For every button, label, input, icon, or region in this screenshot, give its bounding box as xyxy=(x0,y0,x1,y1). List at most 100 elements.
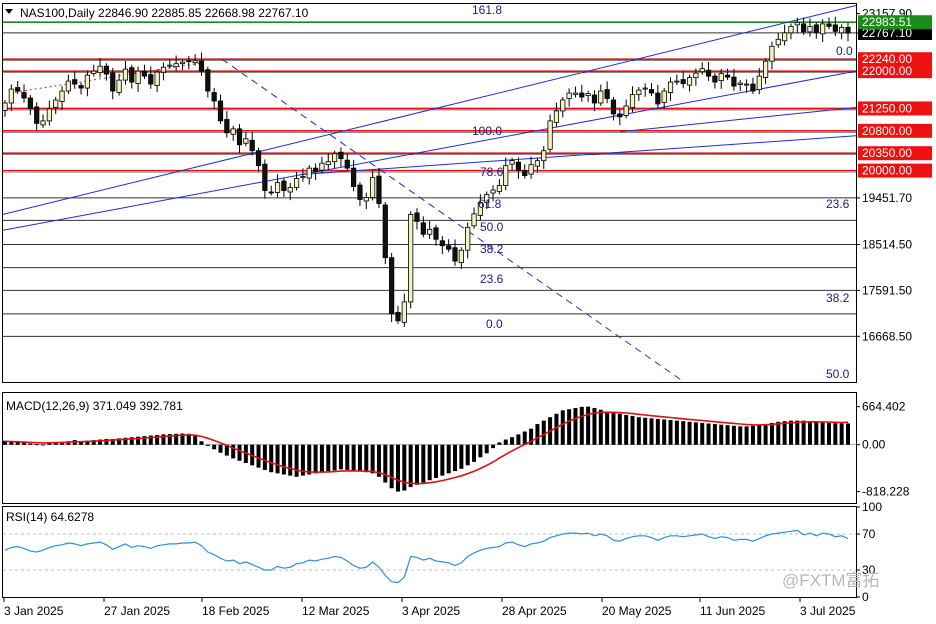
macd-bar[interactable] xyxy=(357,444,362,472)
macd-bar[interactable] xyxy=(383,444,388,483)
macd-bar[interactable] xyxy=(9,441,14,445)
channel-mid-line[interactable] xyxy=(299,135,857,176)
candle[interactable] xyxy=(351,167,357,187)
macd-bar[interactable] xyxy=(795,420,800,445)
macd-bar[interactable] xyxy=(47,443,52,445)
macd-bar[interactable] xyxy=(668,420,673,445)
macd-bar[interactable] xyxy=(687,421,692,445)
macd-bar[interactable] xyxy=(395,444,400,492)
candle[interactable] xyxy=(40,120,46,126)
macd-bar[interactable] xyxy=(681,421,686,445)
candle[interactable] xyxy=(129,67,135,83)
candle[interactable] xyxy=(534,160,541,167)
macd-bar[interactable] xyxy=(345,444,350,470)
macd-bar[interactable] xyxy=(700,422,705,445)
candle[interactable] xyxy=(667,81,674,93)
macd-bar[interactable] xyxy=(807,421,812,445)
candle[interactable] xyxy=(15,87,21,92)
candle[interactable] xyxy=(743,83,750,86)
macd-bar[interactable] xyxy=(3,440,7,445)
candle[interactable] xyxy=(629,94,636,108)
candle[interactable] xyxy=(572,92,579,95)
candle[interactable] xyxy=(623,105,629,116)
macd-bar[interactable] xyxy=(98,439,103,445)
macd-bar[interactable] xyxy=(636,417,641,445)
macd-bar[interactable] xyxy=(757,425,762,445)
candle[interactable] xyxy=(274,182,281,193)
macd-bar[interactable] xyxy=(180,433,185,445)
macd-bar[interactable] xyxy=(212,444,217,450)
macd-bar[interactable] xyxy=(370,444,375,474)
macd-bar[interactable] xyxy=(85,440,90,445)
candle[interactable] xyxy=(192,60,198,64)
candle[interactable] xyxy=(110,72,116,92)
candle[interactable] xyxy=(610,99,617,115)
macd-bar[interactable] xyxy=(459,444,464,469)
macd-bar[interactable] xyxy=(256,444,261,468)
macd-bar[interactable] xyxy=(281,444,286,475)
candle[interactable] xyxy=(465,226,471,251)
candle[interactable] xyxy=(211,92,217,102)
candle[interactable] xyxy=(813,24,819,33)
candle[interactable] xyxy=(446,245,452,250)
macd-bar[interactable] xyxy=(801,420,806,445)
candle[interactable] xyxy=(705,69,712,77)
candle[interactable] xyxy=(522,170,528,176)
candle[interactable] xyxy=(116,79,122,93)
macd-bar[interactable] xyxy=(218,444,223,453)
candle[interactable] xyxy=(363,197,369,202)
candle[interactable] xyxy=(236,128,243,146)
candle[interactable] xyxy=(268,191,274,194)
macd-bar[interactable] xyxy=(300,444,305,476)
candle[interactable] xyxy=(135,70,141,84)
macd-bar[interactable] xyxy=(117,438,122,445)
candle[interactable] xyxy=(53,99,59,108)
candle[interactable] xyxy=(477,202,483,216)
candle[interactable] xyxy=(471,213,477,227)
candle[interactable] xyxy=(820,23,826,35)
candle[interactable] xyxy=(737,82,743,85)
candle[interactable] xyxy=(541,150,547,162)
macd-bar[interactable] xyxy=(579,406,584,445)
macd-bar[interactable] xyxy=(516,434,521,445)
macd-bar[interactable] xyxy=(364,444,369,473)
channel-low-line[interactable] xyxy=(619,106,857,133)
macd-bar[interactable] xyxy=(440,444,445,476)
macd-panel[interactable] xyxy=(3,406,856,492)
macd-bar[interactable] xyxy=(554,413,559,445)
candle[interactable] xyxy=(78,85,84,89)
macd-bar[interactable] xyxy=(744,426,749,445)
candle[interactable] xyxy=(325,161,331,166)
candle[interactable] xyxy=(382,204,388,259)
macd-bar[interactable] xyxy=(123,437,128,445)
candle[interactable] xyxy=(661,90,667,103)
candle[interactable] xyxy=(655,92,661,105)
candle[interactable] xyxy=(154,71,160,86)
candle[interactable] xyxy=(452,247,458,262)
macd-bar[interactable] xyxy=(529,428,534,445)
candle[interactable] xyxy=(845,26,851,34)
candle[interactable] xyxy=(636,89,642,95)
macd-bar[interactable] xyxy=(313,444,318,474)
macd-bar[interactable] xyxy=(814,421,819,445)
macd-bar[interactable] xyxy=(472,444,477,462)
channel-upper-line[interactable] xyxy=(2,5,857,215)
candle[interactable] xyxy=(357,184,363,200)
candle[interactable] xyxy=(794,22,800,26)
macd-bar[interactable] xyxy=(573,408,578,445)
macd-bar[interactable] xyxy=(34,444,39,446)
candle[interactable] xyxy=(224,118,230,134)
macd-bar[interactable] xyxy=(60,441,65,445)
candle[interactable] xyxy=(648,89,655,94)
macd-bar[interactable] xyxy=(294,444,299,477)
macd-bar[interactable] xyxy=(231,444,236,459)
macd-bar[interactable] xyxy=(408,444,413,488)
candle[interactable] xyxy=(2,102,8,111)
macd-bar[interactable] xyxy=(776,421,781,445)
candle[interactable] xyxy=(617,113,623,118)
macd-bar[interactable] xyxy=(826,422,831,445)
candle[interactable] xyxy=(680,79,686,84)
macd-bar[interactable] xyxy=(161,434,166,445)
rsi-panel[interactable] xyxy=(3,529,856,584)
macd-bar[interactable] xyxy=(503,439,508,445)
